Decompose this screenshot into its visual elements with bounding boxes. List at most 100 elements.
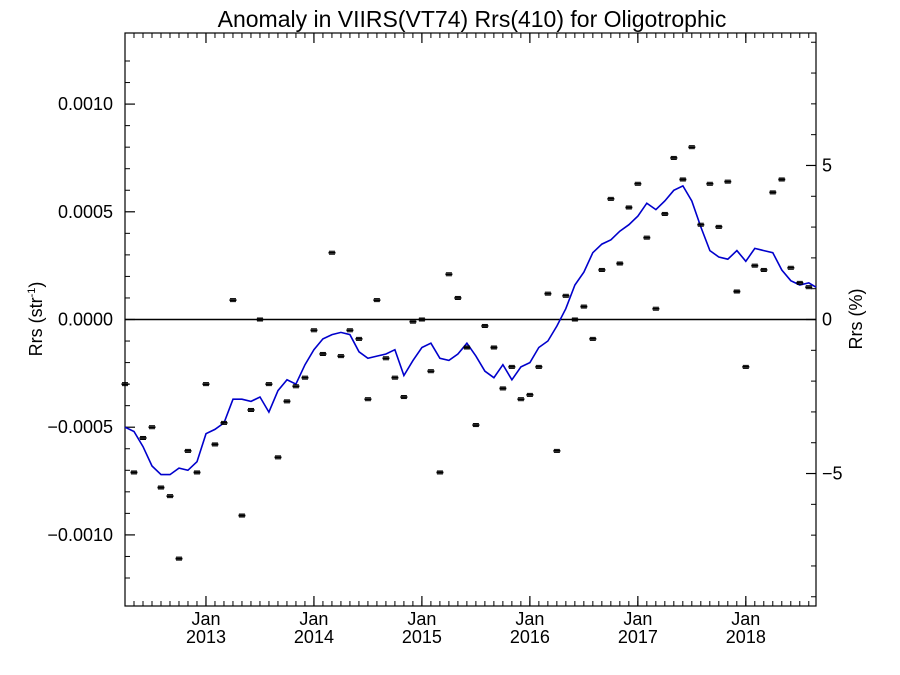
data-point xyxy=(652,306,660,311)
data-point xyxy=(337,354,345,359)
data-point xyxy=(157,485,165,490)
data-point xyxy=(733,289,741,294)
y-axis-right-label: Rrs (%) xyxy=(846,289,866,350)
x-tick-label-month: Jan xyxy=(299,609,328,629)
data-point xyxy=(634,181,642,186)
x-tick-label-month: Jan xyxy=(191,609,220,629)
y-axis-right: 5 0 −5 xyxy=(806,41,843,598)
data-point xyxy=(319,351,327,356)
data-point xyxy=(121,382,129,387)
data-point xyxy=(301,375,309,380)
data-point xyxy=(805,285,813,290)
x-tick-label-month: Jan xyxy=(407,609,436,629)
data-point xyxy=(445,272,453,277)
data-point xyxy=(274,455,282,460)
plot-area: Jan2013Jan2014Jan2015Jan2016Jan2017Jan20… xyxy=(47,32,843,647)
y-axis-left: 0.0010 0.0005 0.0000 −0.0005 −0.0010 xyxy=(47,60,135,579)
data-point xyxy=(742,364,750,369)
data-point xyxy=(481,323,489,328)
y-right-tick-label: −5 xyxy=(822,464,843,484)
data-point xyxy=(778,177,786,182)
data-point xyxy=(724,179,732,184)
x-tick-label-month: Jan xyxy=(731,609,760,629)
data-point xyxy=(409,319,417,324)
data-point xyxy=(256,317,264,322)
series-line xyxy=(124,184,817,476)
y-axis-left-label-close: ) xyxy=(26,282,46,288)
data-point xyxy=(238,513,246,518)
data-point xyxy=(265,382,273,387)
y-right-tick-label: 0 xyxy=(822,310,832,330)
data-point xyxy=(625,205,633,210)
data-point xyxy=(688,145,696,150)
data-point xyxy=(589,336,597,341)
data-point xyxy=(166,494,174,499)
data-point xyxy=(148,425,156,430)
data-point xyxy=(760,267,768,272)
data-point xyxy=(454,295,462,300)
data-point xyxy=(310,328,318,333)
data-point xyxy=(607,196,615,201)
data-point xyxy=(562,293,570,298)
y-axis-left-label-sup: -1 xyxy=(26,288,38,298)
data-point xyxy=(436,470,444,475)
data-point xyxy=(490,345,498,350)
data-point xyxy=(427,369,435,374)
data-point xyxy=(202,382,210,387)
x-tick-label-year: 2013 xyxy=(186,627,226,647)
data-point xyxy=(697,222,705,227)
data-point xyxy=(130,470,138,475)
y-axis-left-label-main: Rrs (str xyxy=(26,297,46,356)
data-point xyxy=(355,336,363,341)
y-left-tick-label: 0.0005 xyxy=(58,202,113,222)
data-point xyxy=(598,267,606,272)
data-point xyxy=(364,397,372,402)
data-point xyxy=(670,155,678,160)
data-point xyxy=(175,556,183,561)
data-point xyxy=(139,435,147,440)
data-point xyxy=(661,211,669,216)
data-point xyxy=(508,364,516,369)
data-point xyxy=(328,250,336,255)
data-point xyxy=(418,317,426,322)
data-point xyxy=(292,384,300,389)
data-point xyxy=(229,298,237,303)
x-tick-label-year: 2016 xyxy=(510,627,550,647)
x-tick-label-year: 2014 xyxy=(294,627,334,647)
data-point xyxy=(787,265,795,270)
y-right-tick-label: 5 xyxy=(822,155,832,175)
x-tick-label-month: Jan xyxy=(623,609,652,629)
data-point xyxy=(769,190,777,195)
data-point xyxy=(796,280,804,285)
data-point xyxy=(526,392,534,397)
data-point xyxy=(193,470,201,475)
data-point xyxy=(751,263,759,268)
data-point xyxy=(382,356,390,361)
data-point xyxy=(544,291,552,296)
series-points xyxy=(121,145,813,561)
data-point xyxy=(463,345,471,350)
y-left-tick-label: −0.0010 xyxy=(47,525,113,545)
data-point xyxy=(283,399,291,404)
x-tick-label-year: 2015 xyxy=(402,627,442,647)
data-point xyxy=(679,177,687,182)
y-axis-left-label: Rrs (str-1) xyxy=(26,282,46,357)
data-point xyxy=(580,304,588,309)
y-left-tick-label: 0.0000 xyxy=(58,310,113,330)
data-point xyxy=(220,420,228,425)
y-left-tick-label: 0.0010 xyxy=(58,94,113,114)
x-tick-label-year: 2017 xyxy=(618,627,658,647)
data-point xyxy=(616,261,624,266)
data-point xyxy=(571,317,579,322)
data-point xyxy=(535,364,543,369)
x-tick-label-year: 2018 xyxy=(726,627,766,647)
data-point xyxy=(643,235,651,240)
data-point xyxy=(472,423,480,428)
data-point xyxy=(706,181,714,186)
data-point xyxy=(346,328,354,333)
x-axis: Jan2013Jan2014Jan2015Jan2016Jan2017Jan20… xyxy=(133,33,810,647)
chart-title: Anomaly in VIIRS(VT74) Rrs(410) for Olig… xyxy=(218,6,727,32)
data-point xyxy=(373,298,381,303)
data-point xyxy=(517,397,525,402)
